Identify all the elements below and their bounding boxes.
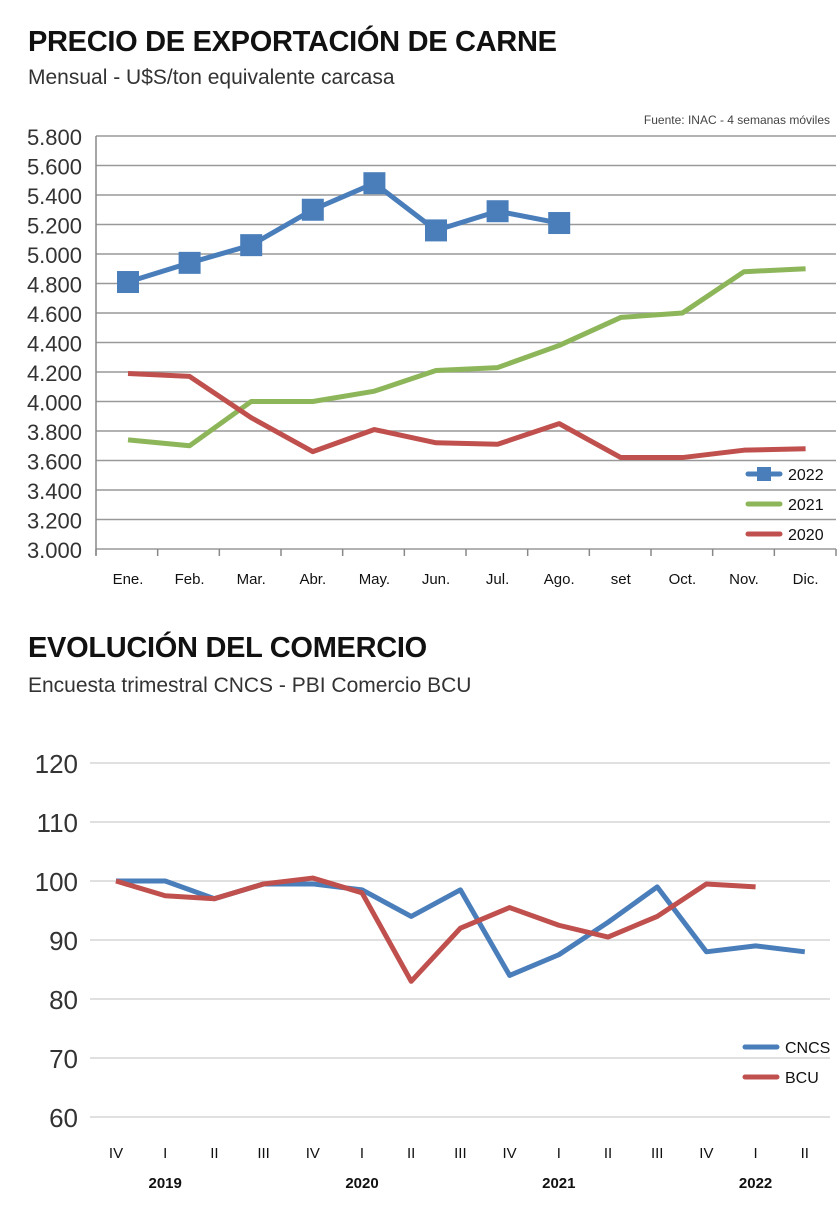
- x-tick-label: Feb.: [175, 571, 205, 588]
- year-label: 2020: [345, 1175, 378, 1192]
- x-tick-label: Nov.: [729, 571, 759, 588]
- x-tick-label: II: [801, 1145, 809, 1162]
- data-point-2022: [548, 212, 571, 235]
- series-line-2020: [127, 370, 806, 461]
- y-tick-label: 70: [49, 1044, 78, 1074]
- x-tick-label: Ago.: [544, 571, 575, 588]
- x-tick-label: III: [454, 1145, 467, 1162]
- x-tick-label: Oct.: [669, 571, 697, 588]
- legend-label-2022: 2022: [788, 467, 824, 484]
- x-tick-label: III: [651, 1145, 664, 1162]
- y-tick-label: 4.400: [27, 332, 82, 357]
- x-tick-label: I: [754, 1145, 758, 1162]
- chart1-title: PRECIO DE EXPORTACIÓN DE CARNE: [28, 26, 557, 58]
- chart1-source: Fuente: INAC - 4 semanas móviles: [643, 113, 830, 127]
- x-tick-label: IV: [306, 1145, 320, 1162]
- data-point-2022: [117, 271, 139, 294]
- y-tick-label: 3.600: [27, 450, 82, 475]
- x-tick-label: Dic.: [793, 571, 819, 588]
- y-tick-label: 5.800: [27, 125, 82, 150]
- legend-label-BCU: BCU: [785, 1070, 819, 1087]
- legend-label-2020: 2020: [788, 527, 824, 544]
- y-tick-label: 100: [35, 867, 78, 897]
- data-point-2022: [486, 200, 509, 223]
- x-tick-label: May.: [359, 571, 390, 588]
- y-tick-label: 4.200: [27, 361, 82, 386]
- x-tick-label: II: [210, 1145, 218, 1162]
- y-tick-label: 4.600: [27, 302, 82, 327]
- y-tick-label: 80: [49, 985, 78, 1015]
- y-tick-label: 120: [35, 749, 78, 779]
- y-tick-label: 5.200: [27, 214, 82, 239]
- data-point-2022: [425, 219, 447, 242]
- data-point-2022: [363, 172, 386, 195]
- year-label: 2021: [542, 1175, 575, 1192]
- y-tick-label: 5.000: [27, 243, 82, 268]
- year-label: 2019: [149, 1175, 182, 1192]
- x-tick-label: Mar.: [237, 571, 266, 588]
- y-tick-label: 60: [49, 1103, 78, 1133]
- data-point-2022: [178, 251, 201, 274]
- x-tick-label: set: [611, 571, 632, 588]
- x-tick-label: III: [257, 1145, 270, 1162]
- x-tick-label: I: [557, 1145, 561, 1162]
- data-point-2022: [301, 198, 324, 221]
- x-tick-label: Jul.: [486, 571, 509, 588]
- legend-label-2021: 2021: [788, 497, 824, 514]
- x-tick-label: I: [360, 1145, 364, 1162]
- y-tick-label: 3.400: [27, 479, 82, 504]
- year-label: 2022: [739, 1175, 772, 1192]
- y-tick-label: 3.000: [27, 538, 82, 563]
- x-tick-label: II: [604, 1145, 612, 1162]
- y-tick-label: 5.400: [27, 184, 82, 209]
- y-tick-label: 4.000: [27, 391, 82, 416]
- x-tick-label: II: [407, 1145, 415, 1162]
- chart2-subtitle: Encuesta trimestral CNCS - PBI Comercio …: [28, 674, 472, 697]
- x-tick-label: Jun.: [422, 571, 450, 588]
- x-tick-label: Abr.: [299, 571, 326, 588]
- chart1-plot: 3.000 3.200 3.400 3.600 3.800 4.000 4.200 4.400…: [27, 125, 837, 588]
- x-tick-label: Ene.: [113, 571, 144, 588]
- y-tick-label: 3.800: [27, 420, 82, 445]
- chart1-subtitle: Mensual - U$S/ton equivalente carcasa: [28, 66, 395, 89]
- chart2-title: EVOLUCIÓN DEL COMERCIO: [28, 632, 427, 664]
- y-tick-label: 5.600: [27, 155, 82, 180]
- x-tick-label: IV: [699, 1145, 713, 1162]
- x-tick-label: IV: [109, 1145, 123, 1162]
- legend-marker-2022: [757, 467, 771, 481]
- x-tick-label: I: [163, 1145, 167, 1162]
- y-tick-label: 90: [49, 926, 78, 956]
- legend-label-CNCS: CNCS: [785, 1040, 830, 1057]
- y-tick-label: 110: [37, 808, 78, 838]
- y-tick-label: 3.200: [27, 509, 82, 534]
- series-line-BCU: [115, 875, 756, 984]
- y-tick-label: 4.800: [27, 273, 82, 298]
- x-tick-label: IV: [503, 1145, 517, 1162]
- data-point-2022: [240, 234, 263, 257]
